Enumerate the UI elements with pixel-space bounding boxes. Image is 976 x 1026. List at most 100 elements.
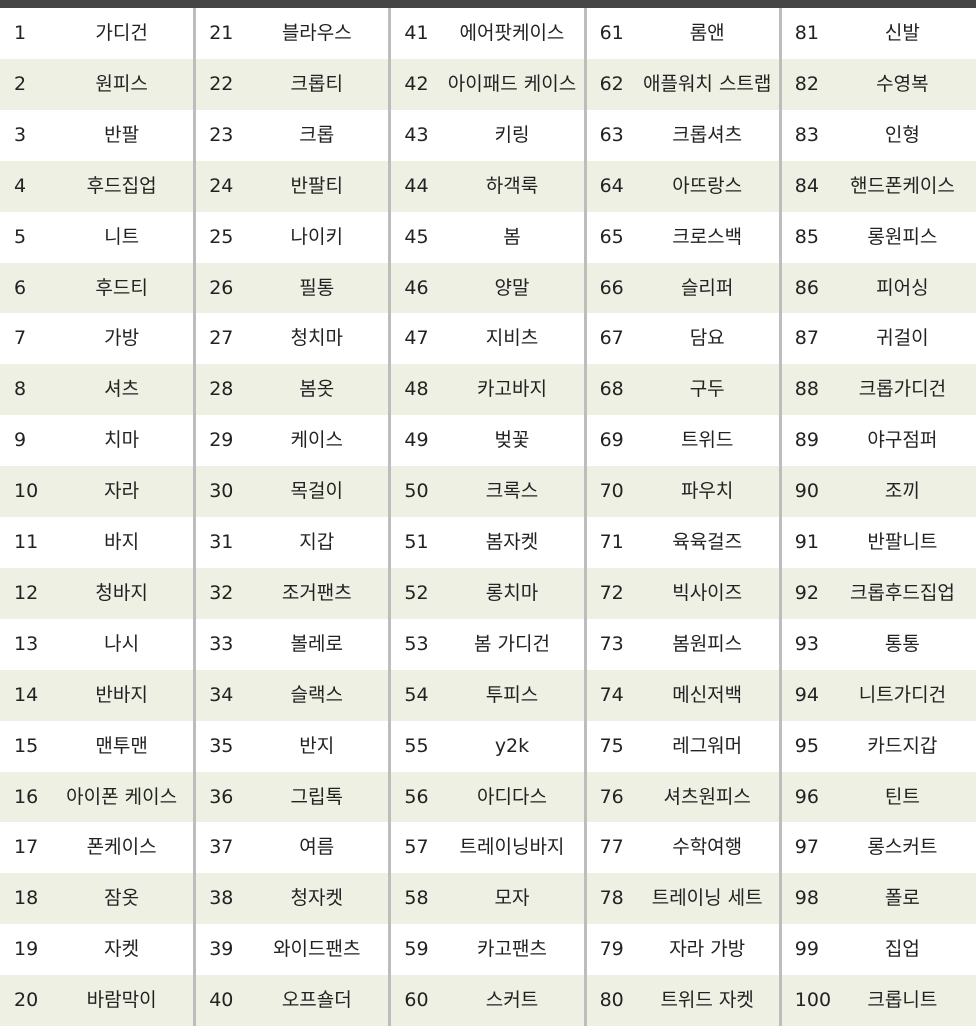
rank: 96 bbox=[794, 785, 819, 808]
keyword: 육육걸즈 bbox=[672, 531, 743, 553]
keyword: 지갑 bbox=[299, 531, 335, 553]
keyword: 가방 bbox=[104, 327, 140, 350]
rank: 37 bbox=[209, 836, 234, 859]
keyword: 나시 bbox=[104, 632, 140, 655]
rank: 47 bbox=[404, 327, 429, 350]
keyword: 구두 bbox=[689, 378, 725, 401]
rank: 59 bbox=[404, 938, 429, 961]
rank: 82 bbox=[794, 72, 819, 95]
rank: 14 bbox=[14, 683, 39, 706]
keyword: 블라우스 bbox=[281, 22, 352, 44]
rank: 97 bbox=[794, 836, 819, 859]
row-background bbox=[0, 313, 976, 365]
rank: 45 bbox=[404, 225, 429, 248]
keyword: 반지 bbox=[299, 734, 335, 757]
keyword: 에어팟케이스 bbox=[459, 22, 565, 44]
rank: 9 bbox=[14, 429, 27, 452]
rank: 93 bbox=[794, 632, 819, 655]
keyword: 봄원피스 bbox=[672, 632, 743, 655]
keyword: 볼레로 bbox=[290, 632, 343, 655]
row-background bbox=[0, 58, 976, 110]
keyword: 신발 bbox=[884, 22, 920, 44]
column-divider bbox=[388, 8, 392, 1026]
rank: 65 bbox=[599, 225, 624, 248]
rank: 16 bbox=[14, 785, 39, 808]
rank: 87 bbox=[794, 327, 819, 350]
keyword: 스커트 bbox=[485, 989, 539, 1012]
row-background bbox=[0, 415, 976, 467]
keyword: 애플워치 스트랩 bbox=[642, 72, 772, 95]
keyword: 롱원피스 bbox=[867, 225, 938, 248]
rank: 90 bbox=[794, 480, 819, 503]
rank: 27 bbox=[209, 327, 234, 350]
row-background bbox=[0, 466, 976, 517]
rank: 100 bbox=[794, 989, 832, 1012]
keyword: 오프숄더 bbox=[281, 989, 352, 1012]
keyword: 잠옷 bbox=[104, 887, 140, 910]
keyword: 크롭가디건 bbox=[858, 378, 947, 401]
keyword: 그립톡 bbox=[290, 785, 343, 808]
rank: 77 bbox=[599, 836, 624, 859]
top-bar bbox=[0, 0, 976, 8]
keyword: 바람막이 bbox=[86, 989, 157, 1012]
rank: 86 bbox=[794, 276, 819, 299]
keyword: 슬랙스 bbox=[290, 683, 343, 706]
keyword: 반바지 bbox=[95, 683, 148, 706]
row-background bbox=[0, 975, 976, 1026]
keyword: 집업 bbox=[884, 938, 920, 961]
keyword: 봄옷 bbox=[299, 378, 335, 401]
row-background bbox=[0, 669, 976, 721]
keyword: 담요 bbox=[689, 327, 725, 350]
rank: 98 bbox=[794, 887, 819, 910]
keyword: 빅사이즈 bbox=[672, 581, 743, 604]
rank: 91 bbox=[794, 531, 819, 553]
rank: 67 bbox=[599, 327, 624, 350]
rank: 25 bbox=[209, 225, 234, 248]
rank: 12 bbox=[14, 581, 39, 604]
rank: 56 bbox=[404, 785, 429, 808]
rank: 4 bbox=[14, 174, 27, 197]
rank: 85 bbox=[794, 225, 819, 248]
rank: 29 bbox=[209, 429, 234, 452]
keyword: 메신저백 bbox=[672, 683, 743, 706]
keyword: 청자켓 bbox=[290, 887, 343, 910]
rank: 95 bbox=[794, 734, 819, 757]
keyword: 아이패드 케이스 bbox=[447, 72, 577, 95]
rank: 52 bbox=[404, 581, 429, 604]
rank: 26 bbox=[209, 276, 234, 299]
keyword: 맨투맨 bbox=[95, 734, 148, 757]
keyword: 여름 bbox=[299, 836, 335, 859]
keyword: 자라 가방 bbox=[669, 938, 746, 961]
rank: 81 bbox=[794, 22, 819, 44]
rank: 92 bbox=[794, 581, 819, 604]
rank: 44 bbox=[404, 174, 429, 197]
keyword: 카고팬츠 bbox=[477, 938, 547, 961]
rank: 23 bbox=[209, 123, 234, 146]
keyword: 나이키 bbox=[290, 225, 343, 248]
keyword: 크롭니트 bbox=[867, 989, 938, 1012]
rank: 15 bbox=[14, 734, 39, 757]
rank: 70 bbox=[599, 480, 624, 503]
keyword: 트위드 bbox=[680, 429, 734, 452]
rank: 30 bbox=[209, 480, 234, 503]
keyword: 케이스 bbox=[290, 429, 343, 452]
rank: 94 bbox=[794, 683, 819, 706]
keyword: 통통 bbox=[884, 632, 920, 655]
rank: 33 bbox=[209, 632, 234, 655]
keyword: 아디다스 bbox=[477, 785, 547, 808]
keyword: 수영복 bbox=[876, 72, 929, 95]
keyword: 반팔니트 bbox=[867, 531, 938, 553]
keyword: 벚꽃 bbox=[494, 429, 530, 452]
rank: 79 bbox=[599, 938, 624, 961]
rank: 54 bbox=[404, 683, 429, 706]
rank: 17 bbox=[14, 836, 39, 859]
keyword: 반팔 bbox=[104, 123, 140, 146]
keyword: 투피스 bbox=[485, 683, 539, 706]
rank: 72 bbox=[599, 581, 624, 604]
rank: 88 bbox=[794, 378, 819, 401]
keyword: 롱스커트 bbox=[867, 836, 938, 859]
rank: 80 bbox=[599, 989, 624, 1012]
keyword: 조거팬츠 bbox=[281, 581, 352, 604]
rank: 66 bbox=[599, 276, 624, 299]
